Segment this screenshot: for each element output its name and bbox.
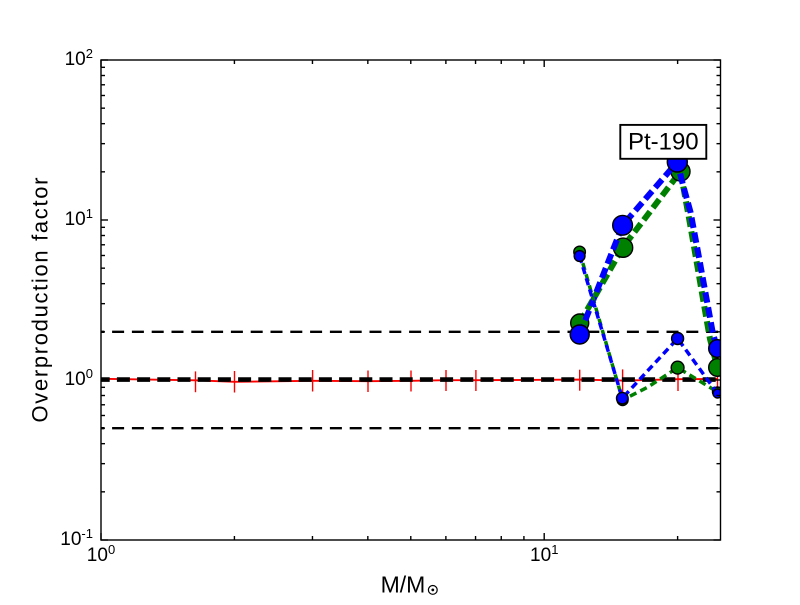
svg-text:10: 10 [65, 49, 86, 70]
svg-text:1: 1 [86, 206, 93, 221]
svg-text:10: 10 [87, 545, 108, 566]
svg-text:1: 1 [551, 542, 558, 557]
svg-text:10: 10 [65, 369, 86, 390]
svg-text:0: 0 [108, 542, 115, 557]
svg-text:10: 10 [60, 529, 81, 550]
svg-text:0: 0 [86, 366, 93, 381]
svg-text:M/M: M/M [381, 572, 426, 598]
svg-text:10: 10 [65, 209, 86, 230]
svg-text:10: 10 [530, 545, 551, 566]
svg-text:2: 2 [86, 46, 93, 61]
svg-text:-1: -1 [81, 526, 93, 541]
svg-text:Overproduction factor: Overproduction factor [28, 178, 53, 423]
svg-text:Pt-190: Pt-190 [628, 129, 699, 156]
